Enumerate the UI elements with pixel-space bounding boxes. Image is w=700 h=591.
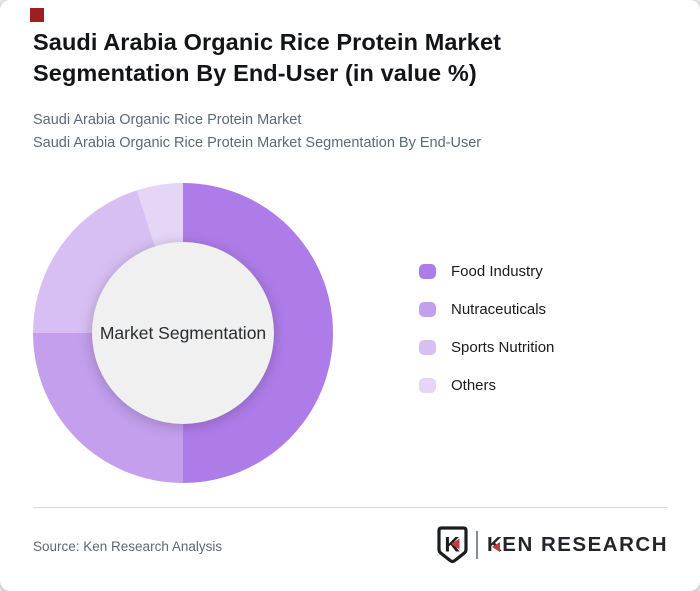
logo-badge-triangle: [450, 538, 460, 550]
donut-chart: Market Segmentation: [33, 183, 333, 483]
donut-center: Market Segmentation: [92, 242, 274, 424]
source-note: Source: Ken Research Analysis: [33, 539, 223, 554]
chart-legend: Food Industry Nutraceuticals Sports Nutrit…: [419, 263, 555, 416]
legend-item: Food Industry: [419, 263, 554, 280]
brand-accent-square: [30, 8, 44, 22]
legend-item: Others: [419, 377, 554, 394]
donut-center-label: Market Segmentation: [99, 322, 267, 343]
legend-item: Sports Nutrition: [419, 339, 555, 356]
footer-divider: [33, 507, 668, 508]
wordmark-rest: EN RESEARCH: [502, 533, 668, 556]
legend-label: Others: [451, 377, 497, 394]
page-title: Saudi Arabia Organic Rice Protein Market…: [33, 29, 502, 86]
legend-item: Nutraceuticals: [419, 301, 554, 318]
logo-shield-icon: K: [437, 526, 468, 564]
subtitle-block: Saudi Arabia Organic Rice Protein Market…: [33, 109, 481, 155]
logo-wordmark: K EN RESEARCH: [487, 533, 668, 557]
ken-research-logo: K K EN RESEARCH: [436, 526, 668, 564]
legend-label: Nutraceuticals: [451, 301, 547, 318]
subtitle-line-1: Saudi Arabia Organic Rice Protein Market: [33, 112, 302, 128]
legend-swatch: [419, 302, 436, 317]
legend-label: Food Industry: [451, 263, 543, 280]
legend-swatch: [419, 378, 436, 393]
legend-swatch: [419, 340, 436, 355]
logo-divider-bar: [475, 531, 478, 559]
legend-label: Sports Nutrition: [451, 339, 555, 356]
logo-badge-letter: K: [444, 534, 459, 557]
wordmark-triangle-icon: [492, 541, 501, 552]
subtitle-line-2: Saudi Arabia Organic Rice Protein Market…: [33, 135, 482, 151]
legend-swatch: [419, 264, 436, 279]
